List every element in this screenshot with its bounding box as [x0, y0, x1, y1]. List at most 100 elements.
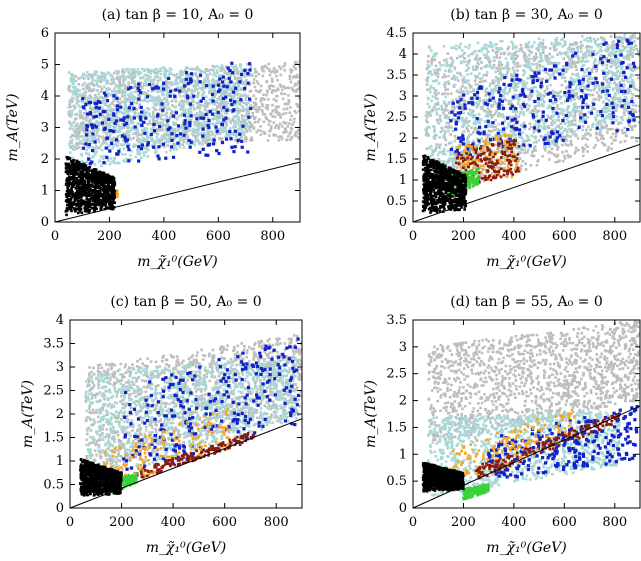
point-lightblue — [215, 80, 219, 84]
point-black — [64, 170, 68, 174]
point-blue — [248, 62, 252, 66]
point-lightblue — [195, 68, 199, 72]
point-grey — [86, 83, 90, 87]
point-lightblue — [108, 114, 112, 117]
point-lightblue — [142, 82, 146, 86]
point-grey — [268, 120, 272, 123]
point-lightblue — [233, 121, 236, 124]
point-grey — [209, 68, 212, 72]
point-lightblue — [175, 148, 179, 151]
point-grey — [288, 74, 292, 78]
point-grey — [521, 82, 525, 86]
point-grey — [597, 87, 601, 91]
point-grey — [254, 74, 258, 78]
point-blue — [144, 116, 148, 120]
point-lightblue — [89, 87, 93, 91]
point-lightblue — [193, 123, 196, 127]
point-blue — [89, 123, 93, 127]
point-blue — [176, 141, 180, 145]
point-lightblue — [199, 113, 202, 116]
point-grey — [519, 151, 523, 154]
point-lightblue — [218, 121, 222, 125]
point-grey — [298, 65, 300, 68]
point-lightblue — [86, 136, 89, 139]
point-lightblue — [230, 100, 234, 104]
point-grey — [579, 44, 583, 47]
point-lightblue — [164, 76, 167, 80]
point-lightblue — [166, 101, 170, 105]
point-black — [104, 196, 107, 200]
point-grey — [506, 137, 510, 140]
point-grey — [612, 61, 615, 64]
point-lightblue — [204, 137, 207, 140]
point-grey — [257, 106, 260, 109]
point-lightblue — [146, 155, 150, 158]
point-lightblue — [116, 116, 120, 120]
point-grey — [465, 126, 469, 130]
point-blue — [232, 108, 236, 112]
point-lightblue — [132, 114, 136, 118]
point-grey — [507, 67, 511, 70]
point-black — [77, 189, 81, 192]
point-lightblue — [189, 129, 192, 132]
point-lightblue — [118, 127, 121, 130]
point-grey — [275, 105, 278, 108]
point-lightblue — [230, 89, 234, 93]
point-lightblue — [163, 97, 167, 100]
point-grey — [105, 131, 108, 135]
point-black — [64, 210, 68, 213]
point-black — [97, 171, 100, 175]
point-blue — [137, 145, 141, 149]
point-grey — [570, 65, 574, 69]
point-black — [110, 190, 113, 193]
point-black — [102, 187, 106, 190]
point-grey — [292, 64, 296, 68]
point-grey — [286, 86, 290, 90]
point-grey — [590, 109, 594, 113]
point-grey — [514, 88, 518, 92]
point-grey — [174, 116, 177, 120]
point-black — [85, 187, 88, 191]
point-black — [78, 208, 81, 211]
point-lightblue — [187, 115, 191, 119]
point-lightblue — [168, 130, 171, 134]
point-lightblue — [89, 119, 93, 123]
point-lightblue — [214, 128, 218, 131]
point-black — [87, 186, 91, 189]
point-lightblue — [109, 107, 113, 110]
point-grey — [137, 137, 140, 140]
point-grey — [459, 169, 462, 172]
point-grey — [499, 52, 503, 55]
point-grey — [156, 79, 160, 83]
point-grey — [116, 100, 120, 104]
point-grey — [581, 147, 585, 151]
point-lightblue — [154, 151, 157, 154]
point-lightblue — [222, 128, 225, 132]
point-lightblue — [165, 88, 168, 91]
point-lightblue — [96, 124, 100, 128]
point-grey — [131, 97, 134, 100]
point-lightblue — [115, 113, 119, 116]
point-lightblue — [243, 93, 247, 96]
point-grey — [550, 123, 554, 127]
point-blue — [140, 143, 145, 147]
point-lightblue — [211, 90, 215, 93]
point-grey — [627, 123, 631, 127]
point-black — [88, 202, 92, 205]
point-grey — [77, 132, 80, 136]
point-lightblue — [203, 133, 206, 137]
point-grey — [74, 113, 77, 116]
point-lightblue — [160, 136, 164, 140]
point-grey — [593, 39, 597, 43]
point-grey — [219, 69, 223, 73]
point-grey — [200, 103, 203, 107]
point-black — [81, 167, 84, 171]
point-grey — [583, 136, 586, 140]
point-lightblue — [145, 127, 148, 130]
point-grey — [448, 110, 452, 113]
point-lightblue — [93, 135, 97, 138]
point-lightblue — [106, 115, 109, 119]
point-grey — [443, 92, 447, 95]
point-black — [79, 200, 82, 204]
